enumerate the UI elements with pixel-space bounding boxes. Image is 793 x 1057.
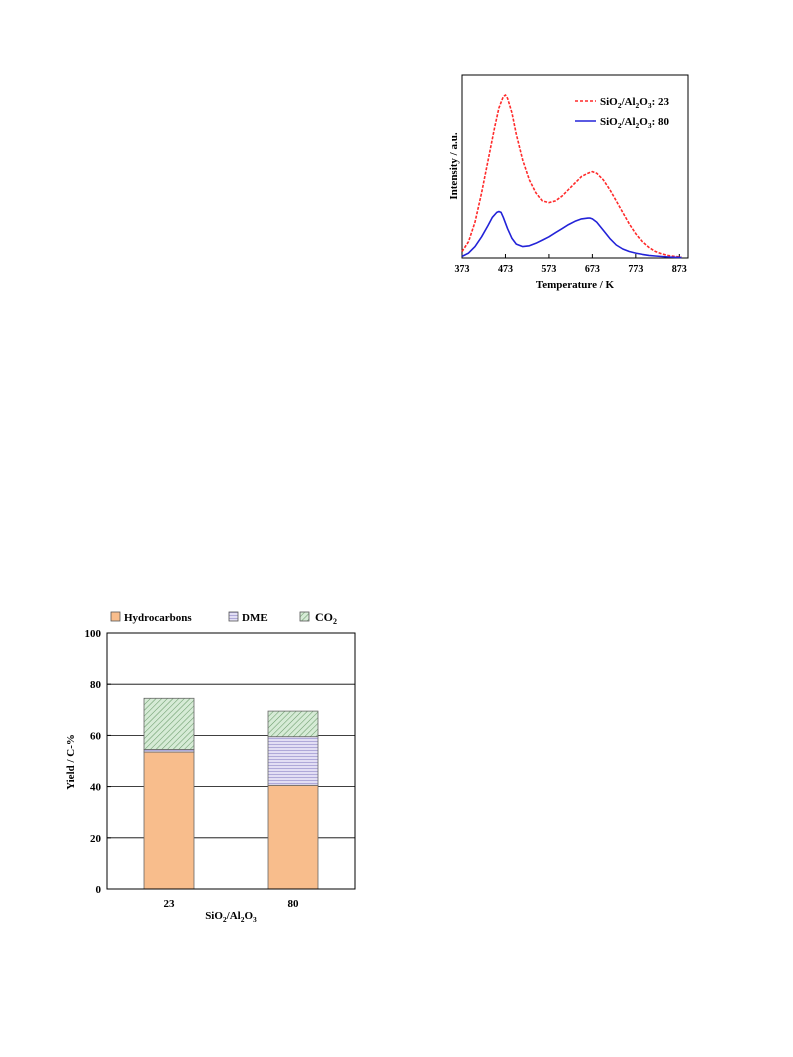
bar-chart-y-axis-label: Yield / C-% bbox=[65, 734, 77, 790]
line-chart-y-axis-label: Intensity / a.u. bbox=[448, 132, 460, 199]
legend-label-series-23: SiO2/Al2O3: 23 bbox=[600, 96, 670, 110]
x-tick-label: 473 bbox=[498, 264, 513, 275]
bar-chart-y-ticks: 0 20 40 60 80 100 bbox=[85, 628, 111, 896]
y-tick-label: 80 bbox=[90, 679, 102, 691]
x-tick-label: 673 bbox=[585, 264, 600, 275]
bar-chart-x-ticks: 23 80 bbox=[164, 898, 300, 910]
tpd-line-chart: 373 473 573 673 773 873 Temperature / K Inten… bbox=[448, 74, 689, 291]
bar-segment-co-80 bbox=[267, 710, 319, 738]
y-tick-label: 20 bbox=[90, 833, 102, 845]
x-tick-label: 573 bbox=[541, 264, 556, 275]
x-tick-label: 373 bbox=[455, 264, 470, 275]
bar-chart-plot-frame bbox=[106, 632, 356, 890]
x-tick-label: 773 bbox=[628, 264, 643, 275]
line-chart-legend: SiO2/Al2O3: 23 SiO2/Al2O3: 80 bbox=[575, 96, 670, 130]
bar-segment-co-23 bbox=[143, 697, 195, 750]
yield-stacked-bar-chart: 0 20 40 60 80 100 23 80 SiO2/Al2O3 Yield / C-%… bbox=[65, 610, 356, 924]
line-chart-x-axis-label: Temperature / K bbox=[536, 279, 615, 291]
legend-swatch-co2 bbox=[299, 611, 310, 622]
legend-label-hydrocarbons: Hydrocarbons bbox=[124, 612, 192, 624]
y-tick-label: 0 bbox=[96, 884, 102, 896]
bar-segment-hydrocarbons-23 bbox=[143, 751, 195, 890]
series-line-0 bbox=[461, 94, 682, 258]
bar-chart-bars bbox=[143, 697, 319, 890]
bar-segment-dme-80 bbox=[267, 736, 319, 786]
y-tick-label: 40 bbox=[90, 782, 102, 794]
x-tick-label: 80 bbox=[288, 898, 300, 910]
bar-segment-hydrocarbons-80 bbox=[267, 784, 319, 890]
legend-swatch-dme bbox=[228, 611, 239, 622]
series-line-1 bbox=[461, 210, 682, 259]
legend-label-co2: CO2 bbox=[315, 610, 337, 626]
y-tick-label: 100 bbox=[85, 628, 102, 640]
bar-chart-legend: Hydrocarbons DME CO2 bbox=[110, 610, 337, 626]
x-tick-label: 23 bbox=[164, 898, 176, 910]
x-tick-label: 873 bbox=[672, 264, 687, 275]
line-chart-plot-frame bbox=[461, 74, 689, 259]
y-tick-label: 60 bbox=[90, 730, 102, 742]
line-chart-series bbox=[461, 94, 682, 259]
legend-swatch-hydrocarbons bbox=[110, 611, 121, 622]
legend-label-dme: DME bbox=[242, 612, 268, 624]
bar-chart-x-axis-label: SiO2/Al2O3 bbox=[205, 910, 257, 924]
legend-label-series-80: SiO2/Al2O3: 80 bbox=[600, 116, 670, 130]
line-chart-x-ticks: 373 473 573 673 773 873 bbox=[455, 254, 687, 275]
